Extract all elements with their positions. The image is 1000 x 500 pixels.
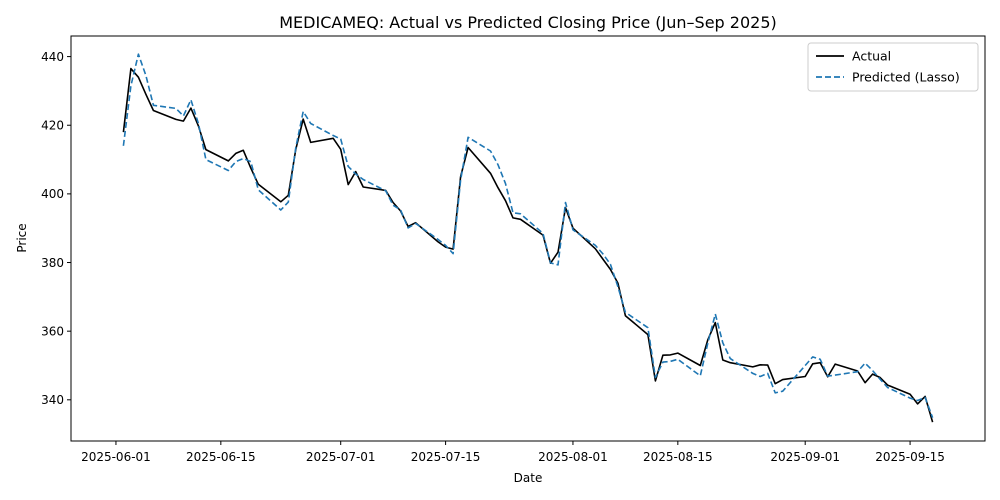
y-axis-label: Price (15, 223, 29, 252)
y-tick-label: 380 (41, 256, 64, 270)
x-tick-label: 2025-08-01 (538, 450, 608, 464)
x-tick-label: 2025-08-15 (643, 450, 713, 464)
plot-area (71, 36, 985, 441)
x-tick-label: 2025-07-15 (411, 450, 481, 464)
x-tick-label: 2025-07-01 (306, 450, 376, 464)
legend-label-predicted: Predicted (Lasso) (852, 70, 960, 85)
y-tick-label: 340 (41, 393, 64, 407)
legend-label-actual: Actual (852, 49, 891, 64)
x-tick-label: 2025-06-01 (81, 450, 151, 464)
y-tick-label: 440 (41, 50, 64, 64)
y-tick-label: 400 (41, 187, 64, 201)
x-tick-label: 2025-09-01 (770, 450, 840, 464)
axes-layer (70, 35, 986, 442)
plot-frame (70, 35, 986, 442)
x-axis: 2025-06-01 2025-06-15 2025-07-01 2025-07-15… (81, 441, 945, 464)
series-line-predicted (122, 53, 934, 418)
y-tick-label: 420 (41, 119, 64, 133)
legend: Actual Predicted (Lasso) (807, 42, 979, 92)
x-axis-label: Date (514, 471, 543, 485)
legend-box (807, 42, 979, 92)
y-tick-label: 360 (41, 324, 64, 338)
series-line-actual (122, 67, 934, 423)
x-tick-label: 2025-06-15 (186, 450, 256, 464)
y-axis: 340 360 380 400 420 440 (41, 50, 71, 407)
x-tick-label: 2025-09-15 (875, 450, 945, 464)
chart-title: MEDICAMEQ: Actual vs Predicted Closing P… (279, 13, 776, 32)
series-layer (122, 53, 934, 423)
